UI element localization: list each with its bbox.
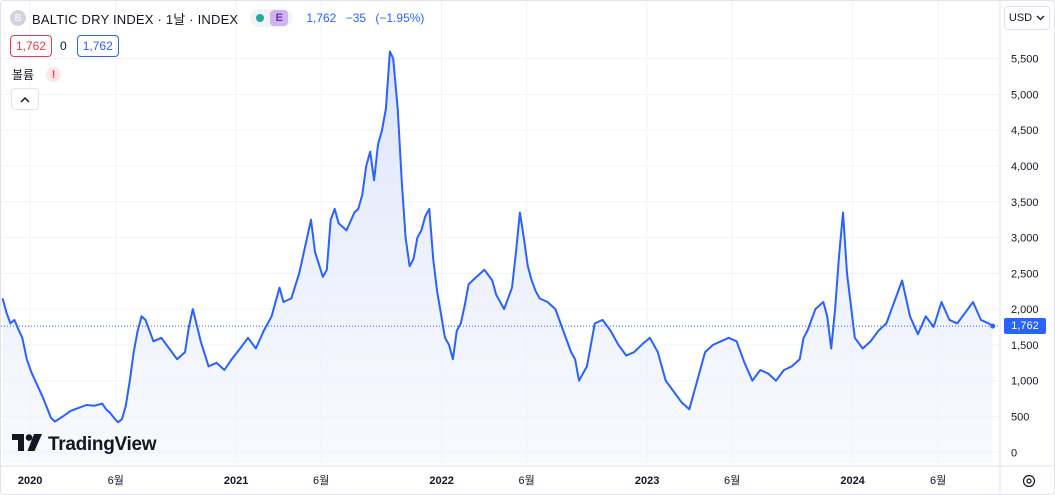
x-tick-label: 2020	[18, 475, 42, 487]
last-price-dot	[990, 323, 996, 329]
x-tick-label: 2022	[429, 475, 453, 487]
earnings-badge: E	[270, 10, 289, 26]
last-price: 1,762	[306, 11, 337, 25]
price-change: −35	[345, 11, 367, 25]
logo-text: TradingView	[48, 434, 157, 455]
last-price-tag: 1,762	[1004, 318, 1046, 335]
x-tick-label: 2021	[224, 475, 248, 487]
chevron-down-icon	[1036, 15, 1045, 21]
y-tick-label: 5,000	[1011, 89, 1039, 101]
currency-label: USD	[1008, 12, 1033, 24]
trade-quote-row: 1,762 0 1,762	[10, 35, 119, 57]
sell-button[interactable]: 1,762	[10, 35, 53, 57]
x-tick-label: 6월	[724, 474, 740, 487]
x-tick-label: 2023	[635, 475, 659, 487]
y-tick-label: 4,000	[1011, 161, 1039, 173]
y-tick-label: 5,500	[1011, 54, 1039, 66]
x-tick-label: 6월	[313, 474, 329, 487]
x-tick-label: 6월	[930, 474, 946, 487]
volume-indicator-row: 볼륨 !	[12, 66, 62, 83]
chart-settings-button[interactable]	[1020, 472, 1038, 490]
series-line	[1, 50, 994, 424]
y-tick-label: 3,000	[1011, 233, 1039, 245]
y-tick-label: 3,500	[1011, 197, 1039, 209]
buy-button[interactable]: 1,762	[76, 35, 119, 57]
quote-summary: 1,762 −35 (−1.95%)	[306, 11, 430, 25]
series-area	[2, 51, 993, 463]
x-tick-label: 2024	[840, 475, 865, 487]
market-status-pill[interactable]: E	[250, 9, 293, 27]
market-open-dot-icon	[256, 14, 265, 22]
y-tick-label: 500	[1011, 411, 1029, 423]
chevron-up-icon	[20, 96, 30, 103]
currency-selector[interactable]: USD	[1004, 6, 1050, 30]
symbol-title[interactable]: BALTIC DRY INDEX · 1날 · INDEX	[32, 11, 239, 27]
collapse-legend-button[interactable]	[11, 88, 39, 110]
y-tick-label: 1,000	[1011, 376, 1039, 388]
gear-icon	[1022, 474, 1036, 488]
tradingview-mark-icon	[12, 434, 42, 456]
y-tick-label: 2,000	[1011, 304, 1039, 316]
symbol-logo-icon: B	[10, 10, 26, 26]
x-axis[interactable]: 2020 6월 2021 6월 2022 6월 2023 6월 2024 6월	[18, 474, 946, 487]
y-tick-label: 0	[1011, 447, 1017, 459]
tradingview-logo[interactable]: TradingView	[12, 434, 157, 456]
x-tick-label: 6월	[519, 474, 535, 487]
x-tick-label: 6월	[108, 474, 124, 487]
y-tick-label: 2,500	[1011, 268, 1039, 280]
y-tick-label: 1,500	[1011, 340, 1039, 352]
warning-icon[interactable]: !	[46, 67, 62, 82]
y-axis[interactable]: 0 500 1,000 1,500 2,000 2,500 3,000 3,500 4,000 4…	[1011, 54, 1039, 460]
price-change-percent: (−1.95%)	[375, 11, 425, 25]
spread-value: 0	[60, 39, 67, 53]
volume-label[interactable]: 볼륨	[12, 68, 35, 82]
chart-legend: B BALTIC DRY INDEX · 1날 · INDEX E 1,762 …	[10, 8, 430, 28]
y-tick-label: 4,500	[1011, 125, 1039, 137]
